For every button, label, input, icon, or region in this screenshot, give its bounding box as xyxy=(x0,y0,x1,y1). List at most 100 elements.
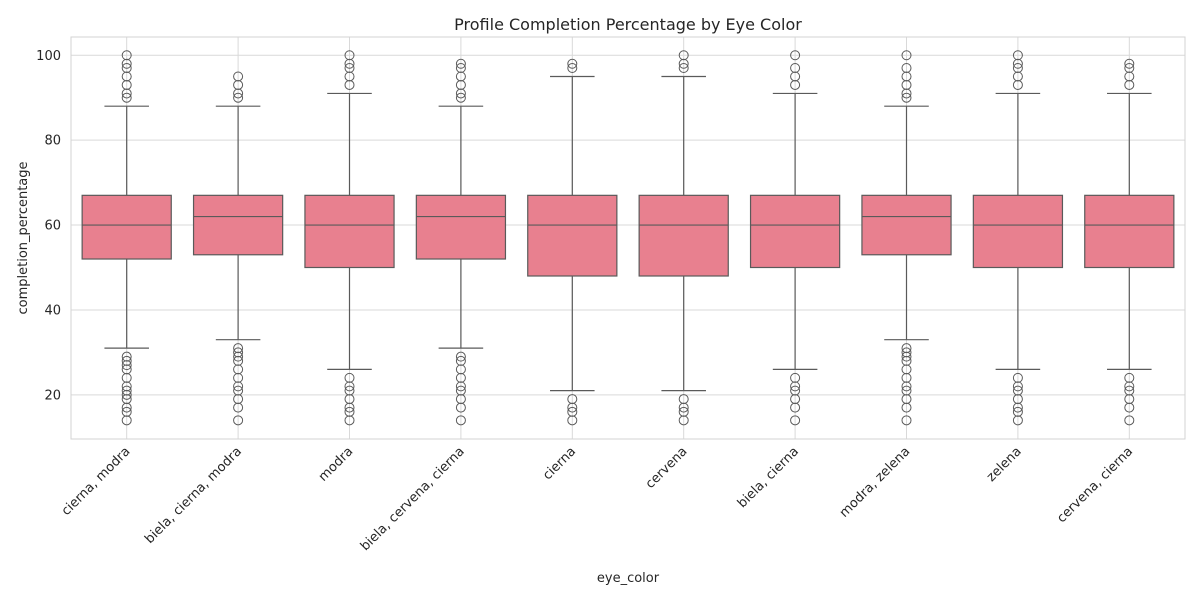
outlier-point xyxy=(455,88,466,99)
outlier-point xyxy=(1124,58,1135,69)
outlier-point xyxy=(678,50,689,61)
outlier-point xyxy=(901,364,912,375)
outlier-point xyxy=(1124,385,1135,396)
box-5 xyxy=(527,58,618,426)
outlier-point xyxy=(790,381,801,392)
outlier-point xyxy=(1124,415,1135,426)
outlier-point xyxy=(455,402,466,413)
outlier-point xyxy=(233,92,244,103)
outlier-point xyxy=(567,406,578,417)
outlier-point xyxy=(567,394,578,405)
outlier-point xyxy=(567,402,578,413)
outlier-point xyxy=(344,381,355,392)
boxes xyxy=(81,50,1175,426)
outlier-point xyxy=(233,71,244,82)
outlier-point xyxy=(455,79,466,90)
outlier-point xyxy=(344,372,355,383)
outlier-point xyxy=(901,50,912,61)
outlier-point xyxy=(344,50,355,61)
outlier-point xyxy=(233,347,244,358)
outlier-point xyxy=(790,50,801,61)
box-iqr xyxy=(749,194,841,269)
outlier-point xyxy=(1124,62,1135,73)
outlier-point xyxy=(1012,402,1023,413)
outlier-point xyxy=(1012,381,1023,392)
box-iqr xyxy=(192,194,284,256)
box-7 xyxy=(749,50,841,426)
outlier-point xyxy=(233,385,244,396)
box-6 xyxy=(638,50,729,426)
outlier-point xyxy=(344,71,355,82)
box-10 xyxy=(1084,58,1175,426)
outlier-point xyxy=(121,79,132,90)
outlier-point xyxy=(1012,394,1023,405)
outlier-point xyxy=(901,343,912,354)
outlier-point xyxy=(1124,381,1135,392)
box-iqr xyxy=(1084,194,1175,269)
outlier-point xyxy=(121,394,132,405)
outlier-point xyxy=(344,415,355,426)
outlier-point xyxy=(1124,402,1135,413)
outlier-point xyxy=(1012,372,1023,383)
outlier-point xyxy=(567,58,578,69)
outlier-point xyxy=(233,381,244,392)
outlier-point xyxy=(121,58,132,69)
outlier-point xyxy=(121,62,132,73)
outlier-point xyxy=(455,415,466,426)
outlier-point xyxy=(901,347,912,358)
outlier-point xyxy=(567,415,578,426)
outlier-point xyxy=(901,88,912,99)
outlier-point xyxy=(1124,71,1135,82)
outlier-point xyxy=(233,364,244,375)
outlier-point xyxy=(1012,385,1023,396)
outlier-point xyxy=(678,402,689,413)
outlier-point xyxy=(901,92,912,103)
outlier-point xyxy=(344,62,355,73)
outlier-point xyxy=(901,79,912,90)
outlier-point xyxy=(233,355,244,366)
outlier-point xyxy=(233,394,244,405)
box-4 xyxy=(415,58,507,426)
outlier-point xyxy=(455,92,466,103)
outlier-point xyxy=(121,88,132,99)
outlier-point xyxy=(1124,394,1135,405)
outlier-point xyxy=(901,381,912,392)
outlier-point xyxy=(678,415,689,426)
box-3 xyxy=(304,50,395,426)
outlier-point xyxy=(790,402,801,413)
outlier-point xyxy=(901,415,912,426)
box-2 xyxy=(192,71,284,426)
outlier-point xyxy=(121,381,132,392)
outlier-point xyxy=(790,372,801,383)
outlier-point xyxy=(567,62,578,73)
box-1 xyxy=(81,50,172,426)
y-tick-label: 40 xyxy=(44,303,61,318)
outlier-point xyxy=(455,394,466,405)
outlier-point xyxy=(901,71,912,82)
outlier-point xyxy=(233,415,244,426)
y-tick-label: 20 xyxy=(44,388,61,403)
outlier-point xyxy=(121,364,132,375)
outlier-point xyxy=(678,394,689,405)
outlier-point xyxy=(901,394,912,405)
outlier-point xyxy=(678,58,689,69)
outlier-point xyxy=(455,71,466,82)
outlier-point xyxy=(790,71,801,82)
outlier-point xyxy=(901,62,912,73)
outlier-point xyxy=(344,385,355,396)
outlier-point xyxy=(121,71,132,82)
chart-title: Profile Completion Percentage by Eye Col… xyxy=(454,15,802,34)
box-iqr xyxy=(527,194,618,277)
outlier-point xyxy=(1012,58,1023,69)
outlier-point xyxy=(455,58,466,69)
outlier-point xyxy=(901,372,912,383)
outlier-point xyxy=(121,50,132,61)
outlier-point xyxy=(1124,79,1135,90)
outlier-point xyxy=(678,62,689,73)
outlier-point xyxy=(121,402,132,413)
outlier-point xyxy=(344,58,355,69)
outlier-point xyxy=(121,372,132,383)
outlier-point xyxy=(678,406,689,417)
